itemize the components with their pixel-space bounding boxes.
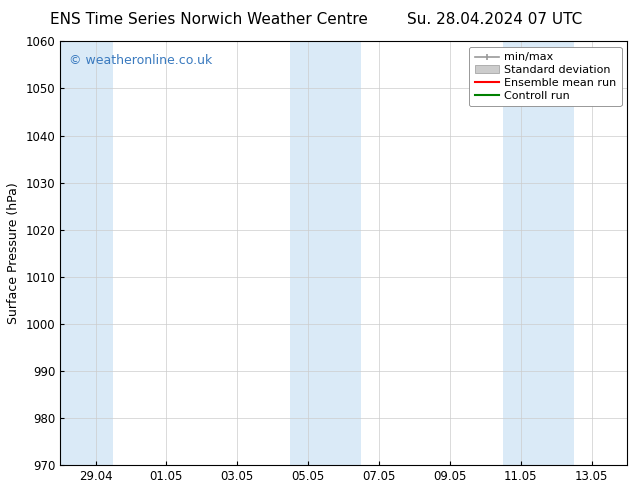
Text: Su. 28.04.2024 07 UTC: Su. 28.04.2024 07 UTC bbox=[407, 12, 582, 27]
Bar bbox=[503, 41, 574, 465]
Bar bbox=[290, 41, 361, 465]
Y-axis label: Surface Pressure (hPa): Surface Pressure (hPa) bbox=[7, 182, 20, 324]
Text: © weatheronline.co.uk: © weatheronline.co.uk bbox=[68, 54, 212, 67]
Legend: min/max, Standard deviation, Ensemble mean run, Controll run: min/max, Standard deviation, Ensemble me… bbox=[469, 47, 621, 106]
Bar bbox=[60, 41, 113, 465]
Text: ENS Time Series Norwich Weather Centre: ENS Time Series Norwich Weather Centre bbox=[50, 12, 368, 27]
